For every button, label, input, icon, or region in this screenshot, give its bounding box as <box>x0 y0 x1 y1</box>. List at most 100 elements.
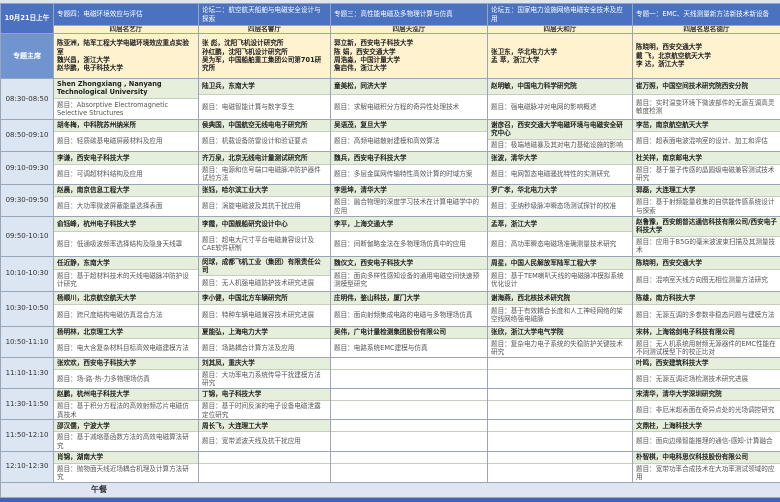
topic-title: 无人机强电磁防护技术研究进展 <box>222 279 314 287</box>
topic-title: 基于量子传感的晶圆级电磁兼容测试技术研究 <box>636 166 774 182</box>
topic-prefix: 题目： <box>202 311 222 319</box>
speaker: 李霞，中国舰船研究设计中心 <box>199 217 330 232</box>
chair-name: 郭立新，西安电子科技大学 <box>334 39 484 47</box>
talk-topic: 题目：混响室天线方向图无相位测量方法研究 <box>633 270 780 290</box>
talk-topic: 题目：面向多样性感知设备的通用电磁空间快速预测模型研究 <box>331 270 487 290</box>
session-chairs: 陈晓明，西安交通大学戴 飞，北京航空航天大学李 达，浙江大学 <box>633 34 780 79</box>
topic-text: 题目：基于时间反演的电子设备电磁泄露定位研究 <box>202 402 327 419</box>
talk-cell: 罗广孝，华北电力大学题目：亚纳秒级脉冲瞬态场测试探针的校准 <box>488 185 633 217</box>
topic-text: 题目：无源互调的多参数非稳态问题与建模方法 <box>636 311 774 319</box>
talk-cell: 孟萃，浙江大学题目：高功率瞬态电磁场准确测量技术研究 <box>488 217 633 257</box>
talk-topic: 题目：高频电磁散射建模和高效算法 <box>331 132 487 151</box>
topic-title: 宽带功率合成技术在大功率测试领域的应用 <box>636 465 774 481</box>
topic-prefix: 题目： <box>202 103 222 111</box>
empty-topic <box>331 401 487 419</box>
topic-prefix: 题目： <box>202 137 222 145</box>
topic-title: 基于减缩基函数方法的高效电磁算法研究 <box>57 433 189 449</box>
chair-name: 陈亚洲，陆军工程大学电磁环境效应重点实验室 <box>57 39 195 56</box>
topic-text: 题目：电路系统EMC建模与仿真 <box>334 344 428 352</box>
talk-topic: 题目：无源互调近场检测技术研究进展 <box>633 370 780 388</box>
talk-topic: 题目：低通吸波频率选择结构及隐身天线罩 <box>54 232 198 255</box>
talk-topic: 题目：轻质碳基电磁屏蔽材料及应用 <box>54 132 198 151</box>
topic-text: 题目：超电大尺寸平台电磁兼容设计及CAE软件研制 <box>202 236 327 253</box>
talk: 李谦，西安电子科技大学题目：可调超材料结构及应用 <box>54 152 198 184</box>
talk-topic: 题目：电网暂态电磁骚扰特性的实测研究 <box>488 165 632 184</box>
topic-text: 题目：面向多样性感知设备的通用电磁空间快速预测模型研究 <box>334 272 484 289</box>
topic-text: 题目：融合物理的深度学习技术在计算电磁学中的应用 <box>334 198 484 215</box>
topic-prefix: 题目： <box>491 240 511 248</box>
talk-topic: 题目：超电大尺寸平台电磁兼容设计及CAE软件研制 <box>199 232 330 255</box>
topic-prefix: 题目： <box>636 137 656 145</box>
speaker: 宋清华，清华大学深圳研究院 <box>633 389 780 401</box>
talk-cell: 杜关祥，南京邮电大学题目：基于量子传感的晶圆级电磁兼容测试技术研究 <box>633 152 780 185</box>
topic-text: 题目：面向边缘智能推理的通信-感知-计算融合 <box>636 437 773 445</box>
topic-prefix: 题目： <box>636 465 656 473</box>
speaker: 李谦，西安电子科技大学 <box>54 152 198 165</box>
topic-title: 无源互调的多参数非稳态问题与建模方法 <box>656 311 775 319</box>
talk: 崔万照，中国空间技术研究院西安分院题目：实时温变环境下微波部件的无源互调高灵敏度… <box>633 79 780 119</box>
talk-cell: 邵汉儒，宁波大学题目：基于减缩基函数方法的高效电磁算法研究 <box>54 420 199 451</box>
chair-name: 陈晓明，西安交通大学 <box>636 43 777 51</box>
topic-text: 题目：涡旋电磁波及其抗干扰应用 <box>202 202 301 210</box>
topic-prefix: 题目： <box>636 276 656 284</box>
topic-title: 电路系统EMC建模与仿真 <box>354 344 428 352</box>
topic-text: 题目：基于射频能量收集的自供能传感系统设计与探索 <box>636 198 777 215</box>
talk-cell <box>488 420 633 451</box>
talk-cell: 张欢欢，西安电子科技大学题目：场-路-热-力多物理场仿真 <box>54 357 199 388</box>
topic-title: 电网暂态电磁骚扰特性的实测研究 <box>511 170 610 178</box>
speaker: 李茁，南京航空航天大学 <box>633 120 780 132</box>
topic-title: 间断伽略金法在多物理场仿真中的应用 <box>354 240 466 248</box>
time-slot: 09:10-09:30 <box>1 152 54 185</box>
topic-prefix: 题目： <box>57 101 77 109</box>
speaker: 周星，中国人民解放军陆军工程大学 <box>488 257 632 271</box>
talk <box>488 389 632 419</box>
talk: 齐万泉，北京无线电计量测试研究所题目：电源和信号端口电磁脉冲防护器件试验方法 <box>199 152 330 184</box>
talk-topic: 题目：基于射频能量收集的自供能传感系统设计与探索 <box>633 197 780 216</box>
talk-cell: 崔万照，中国空间技术研究院西安分院题目：实时温变环境下微波部件的无源互调高灵敏度… <box>633 79 780 120</box>
topic-prefix: 题目： <box>57 402 77 410</box>
topic-title: 基于有效耦合长度和人工神经网络的架空线网络强电磁脉 <box>491 307 623 323</box>
speaker: 周长飞，大连理工大学 <box>199 420 330 432</box>
talk-topic: 题目：无人机强电磁防护技术研究进展 <box>199 276 330 290</box>
topic-title: 极端地磁暴及其对电力基础设施的影响 <box>511 141 623 149</box>
topic-prefix: 题目： <box>57 375 77 383</box>
topic-text: 题目：求解电磁积分方程的奇异性处理技术 <box>334 103 459 111</box>
talk-cell: 童美松，同济大学题目：求解电磁积分方程的奇异性处理技术 <box>331 79 488 120</box>
chair-name: 张卫东，华北电力大学 <box>491 48 629 56</box>
topic-text: 题目：电源和信号端口电磁脉冲防护器件试验方法 <box>202 166 327 183</box>
topic-title: 特种车辆电磁兼容技术研究进展 <box>222 311 314 319</box>
talk: 陈晓明，西安交通大学题目：混响室天线方向图无相位测量方法研究 <box>633 257 780 291</box>
topic-text: 题目：Absorptive Electromagnetic Selective … <box>57 101 195 118</box>
talk-topic: 题目：基于时间反演的电子设备电磁泄露定位研究 <box>199 401 330 420</box>
time-slot: 11:30-11:50 <box>1 389 54 420</box>
topic-title: 非厄米超表面在奇异点处的光场调控研究 <box>656 406 775 414</box>
time-slot: 10:30-10:50 <box>1 291 54 326</box>
talk-topic: 题目：面向射频集成电路的电磁与多物理场仿真 <box>331 305 487 325</box>
chair-name: 陈 娟，西安交通大学 <box>334 48 484 56</box>
bottom-strip <box>0 498 780 502</box>
talk-topic: 题目：基于TEM喇叭天线的电磁脉冲模拟系统优化设计 <box>488 270 632 290</box>
talk-topic: 题目：基于超材料技术的天线电磁脉冲防护设计研究 <box>54 270 198 290</box>
time-slot: 08:50-09:10 <box>1 120 54 152</box>
talk-cell: 丁锦，电子科技大学题目：基于时间反演的电子设备电磁泄露定位研究 <box>199 389 331 420</box>
topic-text: 题目：非厄米超表面在奇异点处的光场调控研究 <box>636 406 774 414</box>
topic-title: 场路耦合计算方法及应用 <box>222 344 295 352</box>
talk-topic: 题目：超表面电波混响室的设计、加工和评估 <box>633 132 780 151</box>
session-venue: 四层天和厅 <box>488 26 633 34</box>
talk: 赵晨，南京信息工程大学题目：大功率微波屏蔽能量选择表面 <box>54 185 198 216</box>
session-title: 专题一：EMC、天线测量新方法新技术新设备 <box>633 4 780 26</box>
speaker: 胡冬梅，中科院苏州纳米所 <box>54 120 198 132</box>
speaker: 杨明林，北京理工大学 <box>54 327 198 339</box>
talk-topic: 题目：实时温变环境下微波部件的无源互调高灵敏度检测 <box>633 95 780 119</box>
topic-text: 题目：电大含复杂材料目标高效电磁建模方法 <box>57 344 189 352</box>
talk-cell: 周星，中国人民解放军陆军工程大学题目：基于TEM喇叭天线的电磁脉冲模拟系统优化设… <box>488 256 633 291</box>
topic-title: 应用于B5G的毫米波波束扫描及其测量技术 <box>636 238 775 254</box>
speaker: Shen Zhongxiang , Nanyang Technological … <box>54 79 198 99</box>
talk-topic: 题目：特种车辆电磁兼容技术研究进展 <box>199 305 330 325</box>
talk-topic: 题目：面向边缘智能推理的通信-感知-计算融合 <box>633 432 780 450</box>
topic-title: 电大含复杂材料目标高效电磁建模方法 <box>77 344 189 352</box>
speaker: 魏仪文，西安电子科技大学 <box>331 257 487 271</box>
talk: 任近静，东南大学题目：基于超材料技术的天线电磁脉冲防护设计研究 <box>54 257 198 291</box>
